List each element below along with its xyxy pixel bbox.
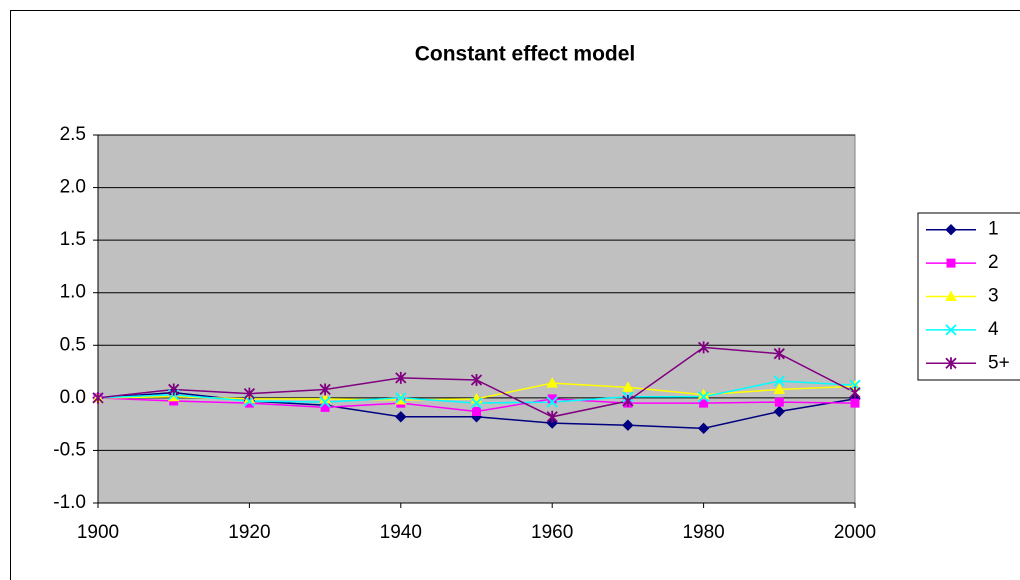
x-tick-label: 1940 <box>380 522 422 543</box>
marker <box>773 375 785 387</box>
marker <box>546 410 558 423</box>
marker <box>395 411 407 423</box>
marker <box>319 396 331 408</box>
y-tick-label: -1.0 <box>53 492 86 513</box>
plot-area <box>97 134 856 504</box>
marker <box>470 373 483 386</box>
marker <box>697 422 710 435</box>
marker <box>945 290 957 301</box>
marker <box>945 357 957 370</box>
legend-label: 2 <box>988 252 999 273</box>
x-tick-label: 1980 <box>682 522 724 543</box>
marker <box>697 391 710 403</box>
marker <box>945 223 957 236</box>
marker <box>546 417 558 429</box>
marker <box>946 258 956 268</box>
legend-label: 5+ <box>988 352 1010 373</box>
marker <box>622 381 634 392</box>
marker <box>546 396 558 408</box>
marker <box>849 386 861 399</box>
marker <box>622 419 634 431</box>
legend-label: 4 <box>988 319 999 340</box>
marker <box>168 383 180 396</box>
x-tick-label: 1920 <box>228 522 270 543</box>
marker <box>697 341 710 354</box>
marker <box>472 407 481 417</box>
marker <box>395 371 407 384</box>
y-tick-label: 0.5 <box>60 334 86 355</box>
y-tick-label: 0.0 <box>60 387 86 408</box>
chart-title: Constant effect model <box>415 43 636 66</box>
y-tick-label: 1.5 <box>60 229 86 250</box>
legend-label: 3 <box>988 286 999 307</box>
y-tick-label: 2.0 <box>60 177 86 198</box>
marker <box>243 387 256 400</box>
marker <box>319 383 331 396</box>
y-tick-label: 1.0 <box>60 282 86 303</box>
marker <box>92 391 104 404</box>
marker <box>850 398 860 408</box>
y-tick-label: -0.5 <box>53 439 86 460</box>
x-tick-label: 1960 <box>531 522 573 543</box>
marker <box>622 395 634 408</box>
marker <box>470 397 483 409</box>
marker <box>395 392 407 404</box>
marker <box>774 397 784 407</box>
marker <box>773 347 785 360</box>
x-tick-label: 2000 <box>834 522 876 543</box>
legend-label: 1 <box>988 219 999 240</box>
marker <box>773 383 786 394</box>
x-tick-label: 1900 <box>77 522 119 543</box>
marker <box>773 405 786 418</box>
marker <box>945 324 957 336</box>
y-tick-label: 2.5 <box>60 124 86 145</box>
marker <box>546 377 559 388</box>
